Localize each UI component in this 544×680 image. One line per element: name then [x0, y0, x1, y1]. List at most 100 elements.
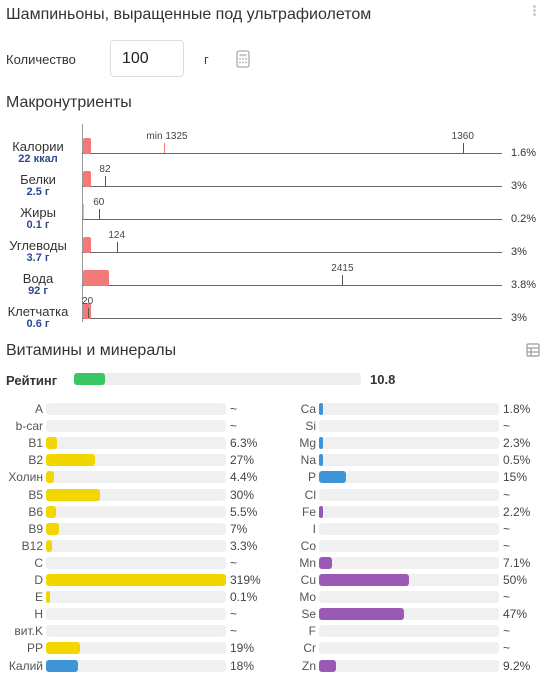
- nutrient-name: C: [34, 555, 43, 570]
- nutrient-percent: ~: [503, 641, 511, 656]
- calculator-icon[interactable]: [236, 50, 250, 68]
- nutrient-percent: ~: [230, 607, 238, 622]
- nutrient-track: [46, 608, 226, 621]
- macro-percent: 3%: [511, 246, 527, 258]
- nutrient-percent: ~: [230, 624, 238, 639]
- nutrient-bar: [46, 574, 226, 586]
- nutrient-row: B1 6.3%: [0, 435, 544, 452]
- macro-baseline: [82, 252, 502, 253]
- nutrient-percent: 50%: [503, 573, 528, 587]
- nutrient-row: P 15%: [0, 469, 544, 486]
- nutrient-name: Na: [300, 453, 316, 468]
- nutrient-percent: 0.5%: [503, 453, 531, 468]
- nutrient-row: Mn 7.1%: [0, 555, 544, 572]
- macro-bar: [83, 270, 109, 286]
- nutrient-name: E: [34, 590, 43, 605]
- nutrient-row: B12 3.3%: [0, 538, 544, 555]
- nutrient-track: [46, 454, 226, 467]
- macro-min-tick: [164, 143, 165, 153]
- nutrient-track: [46, 420, 226, 433]
- nutrient-bar: [319, 556, 332, 569]
- macro-percent: 3.8%: [511, 279, 537, 291]
- nutrient-track: [319, 471, 499, 484]
- nutrient-row: Si ~: [0, 418, 544, 435]
- nutrient-bar: [319, 574, 409, 586]
- nutrient-bar: [319, 608, 404, 621]
- nutrient-percent: ~: [503, 590, 511, 605]
- nutrient-track: [319, 420, 499, 433]
- nutrient-percent: 7%: [230, 521, 248, 536]
- nutrient-percent: 4.4%: [230, 470, 258, 485]
- nutrient-name: Cu: [300, 573, 316, 587]
- nutrient-row: D 319%: [0, 572, 544, 589]
- nutrient-percent: ~: [503, 419, 511, 434]
- nutrient-name: Co: [300, 538, 316, 553]
- more-menu-icon[interactable]: [530, 4, 538, 18]
- nutrient-percent: ~: [503, 521, 511, 536]
- nutrient-row: PP 19%: [0, 640, 544, 657]
- macro-row: Углеводы 3.7 г 124 3%: [0, 230, 544, 264]
- nutrient-track: [319, 403, 499, 415]
- nutrient-row: E 0.1%: [0, 589, 544, 606]
- nutrient-percent: 9.2%: [503, 658, 531, 673]
- macro-bar: [83, 237, 91, 253]
- nutrient-name: B12: [21, 538, 43, 553]
- macro-row: Калории 22 ккал 1360 min 1325 1.6%: [0, 131, 544, 165]
- nutrient-percent: 15%: [503, 470, 528, 485]
- nutrient-row: B9 7%: [0, 521, 544, 538]
- nutrient-bar: [319, 454, 323, 467]
- quantity-unit: г: [204, 52, 209, 67]
- nutrient-percent: 2.3%: [503, 436, 531, 451]
- nutrient-row: B2 27%: [0, 452, 544, 469]
- nutrient-percent: 6.3%: [230, 436, 258, 451]
- nutrient-percent: 3.3%: [230, 538, 258, 553]
- nutrient-name: b-car: [15, 419, 43, 434]
- nutrient-row: B6 5.5%: [0, 504, 544, 521]
- macro-min-label: min 1325: [146, 131, 188, 142]
- nutrient-track: [46, 539, 226, 552]
- rating-label: Рейтинг: [6, 373, 58, 388]
- macro-target-label: 20: [82, 296, 94, 307]
- nutrient-row: Ca 1.8%: [0, 401, 544, 418]
- quantity-label: Количество: [6, 52, 76, 67]
- macro-target-label: 60: [93, 197, 105, 208]
- nutrient-track: [319, 625, 499, 638]
- nutrient-name: Si: [305, 419, 316, 434]
- nutrient-track: [46, 556, 226, 569]
- nutrient-bar: [46, 437, 58, 450]
- nutrient-track: [46, 625, 226, 638]
- nutrient-percent: ~: [230, 555, 238, 570]
- nutrient-row: Cu 50%: [0, 572, 544, 589]
- nutrient-percent: 47%: [503, 607, 528, 622]
- nutrient-row: Калий 18%: [0, 658, 544, 675]
- macro-target-tick: [116, 242, 118, 252]
- nutrient-name: Fe: [301, 504, 316, 519]
- macro-amount: 22 ккал: [18, 153, 58, 165]
- nutrient-percent: 30%: [230, 487, 255, 502]
- macro-target-label: 82: [99, 164, 111, 175]
- nutrient-bar: [46, 642, 81, 655]
- nutrient-bar: [46, 591, 50, 604]
- nutrient-name: D: [34, 573, 43, 587]
- quantity-input[interactable]: [110, 40, 184, 77]
- macro-baseline: [82, 153, 502, 154]
- nutrient-percent: 7.1%: [503, 555, 531, 570]
- nutrient-track: [46, 471, 226, 484]
- nutrient-name: Калий: [8, 658, 43, 673]
- nutrient-percent: 1.8%: [503, 402, 531, 416]
- macro-target-label: 124: [108, 230, 126, 241]
- table-icon[interactable]: [526, 343, 540, 357]
- nutrient-percent: ~: [230, 402, 238, 416]
- nutrient-row: Se 47%: [0, 606, 544, 623]
- nutrient-name: P: [307, 470, 316, 485]
- macro-amount: 2.5 г: [26, 186, 50, 198]
- macro-target-tick: [98, 209, 100, 219]
- nutrient-name: B5: [28, 487, 43, 502]
- nutrient-name: вит.K: [14, 624, 43, 639]
- nutrient-bar: [46, 471, 54, 484]
- nutrient-bar: [46, 488, 100, 501]
- macro-baseline: [82, 318, 502, 319]
- macro-name: Вода: [22, 271, 54, 286]
- nutrient-bar: [319, 471, 346, 484]
- nutrient-row: Mo ~: [0, 589, 544, 606]
